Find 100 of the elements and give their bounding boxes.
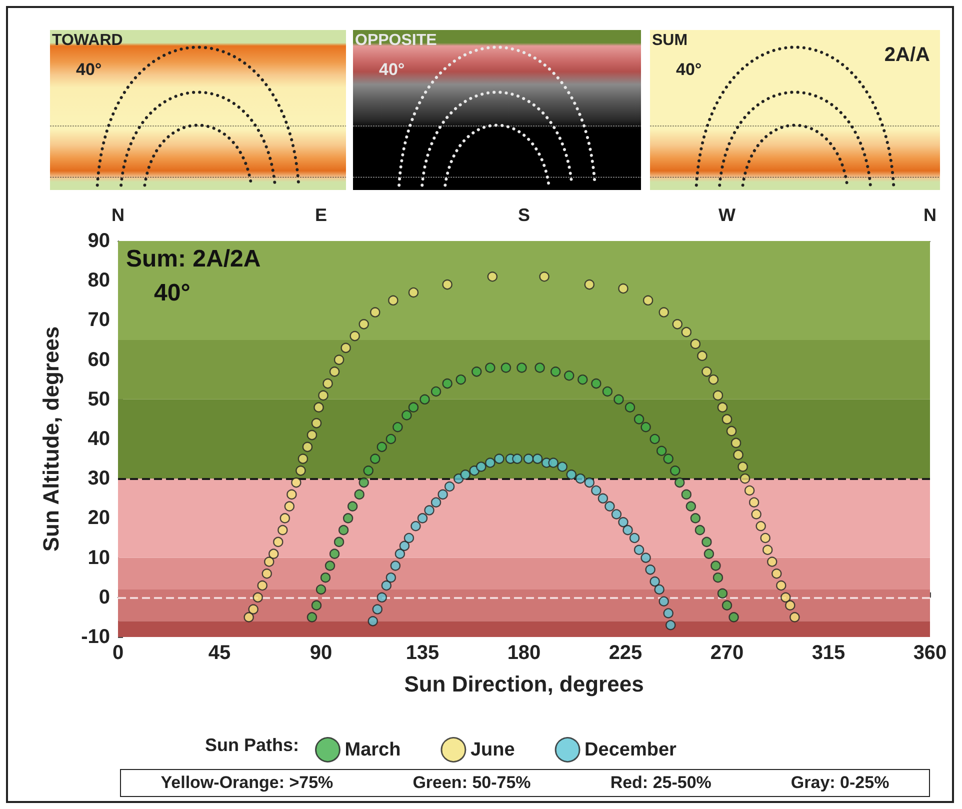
text: Red: 25-50% (610, 773, 712, 793)
point (485, 458, 496, 468)
text: OPPOSITE (355, 32, 437, 50)
point (591, 378, 602, 389)
point (598, 493, 608, 504)
point (654, 584, 664, 595)
point (329, 548, 340, 559)
point (316, 584, 326, 595)
text: W (718, 205, 736, 226)
y-tick-label: 80 (88, 270, 110, 292)
point (717, 588, 728, 599)
y-tick-label: 90 (88, 230, 110, 252)
point (338, 524, 349, 536)
text: Green: 50-75% (412, 773, 531, 793)
point (306, 612, 318, 622)
text: SUM (652, 32, 688, 50)
point (722, 600, 732, 610)
point (430, 386, 442, 397)
point (618, 517, 628, 528)
point (564, 370, 574, 381)
point (611, 509, 622, 520)
point (494, 454, 504, 464)
point (410, 521, 421, 532)
y-tick-label: 30 (88, 468, 110, 490)
point (622, 524, 633, 536)
legend-title: Sun Paths: (205, 735, 300, 755)
point (614, 394, 624, 404)
point (358, 477, 369, 488)
point (666, 620, 676, 630)
x-tick-label: 45 (208, 642, 231, 664)
point (472, 366, 482, 377)
point (602, 386, 613, 397)
y-tick-label: 10 (88, 546, 110, 569)
point (438, 489, 448, 500)
point (381, 580, 392, 591)
point (591, 485, 602, 496)
point (324, 560, 336, 571)
point (694, 524, 706, 536)
text: N (110, 205, 126, 226)
point (523, 454, 534, 464)
y-tick-label: 60 (88, 348, 110, 371)
point (376, 592, 387, 602)
y-tick-label: 0 (98, 586, 110, 608)
point (674, 477, 685, 488)
point (640, 552, 651, 563)
point (424, 505, 434, 516)
point (512, 454, 522, 464)
point (376, 442, 387, 452)
legend-label: June (470, 739, 515, 760)
x-tick-label: 180 (507, 642, 541, 664)
point (516, 362, 527, 373)
point (404, 532, 414, 544)
point (402, 410, 412, 420)
point (681, 489, 692, 500)
point (728, 612, 739, 622)
point (372, 604, 382, 614)
point (704, 548, 714, 559)
x-axis-title: Sun Direction, degrees (404, 672, 644, 696)
point (363, 466, 374, 476)
point (640, 422, 651, 432)
point (394, 548, 406, 559)
point (710, 560, 721, 571)
point (386, 434, 396, 444)
point (584, 477, 595, 488)
point (456, 374, 466, 385)
point (645, 564, 656, 575)
point (634, 544, 644, 555)
point (658, 596, 669, 606)
text: 40° (676, 60, 702, 80)
point (690, 513, 701, 524)
legend-label: December (584, 739, 678, 760)
point (532, 454, 543, 464)
chart-title: Sum: 2A/2A (126, 246, 261, 272)
point (548, 458, 558, 468)
x-tick-label: 0 (112, 642, 124, 664)
point (557, 462, 568, 472)
point (390, 560, 401, 571)
text: 40° (76, 60, 102, 80)
text: S (516, 205, 531, 226)
text: E (314, 205, 328, 226)
text: 2A/A (884, 44, 930, 67)
point (578, 374, 588, 385)
text: TOWARD (52, 32, 123, 50)
point (442, 378, 452, 389)
point (460, 470, 470, 480)
y-tick-label: 20 (88, 507, 110, 530)
x-tick-label: 225 (608, 642, 642, 664)
point (566, 470, 576, 480)
point (575, 474, 586, 484)
point (656, 446, 667, 456)
point (702, 536, 712, 548)
point (650, 434, 660, 444)
point (534, 362, 545, 373)
point (663, 608, 674, 618)
legend-label: March (344, 739, 401, 760)
point (311, 600, 322, 610)
x-tick-label: 135 (406, 642, 440, 664)
point (650, 576, 660, 587)
point (670, 466, 680, 476)
point (408, 402, 419, 412)
